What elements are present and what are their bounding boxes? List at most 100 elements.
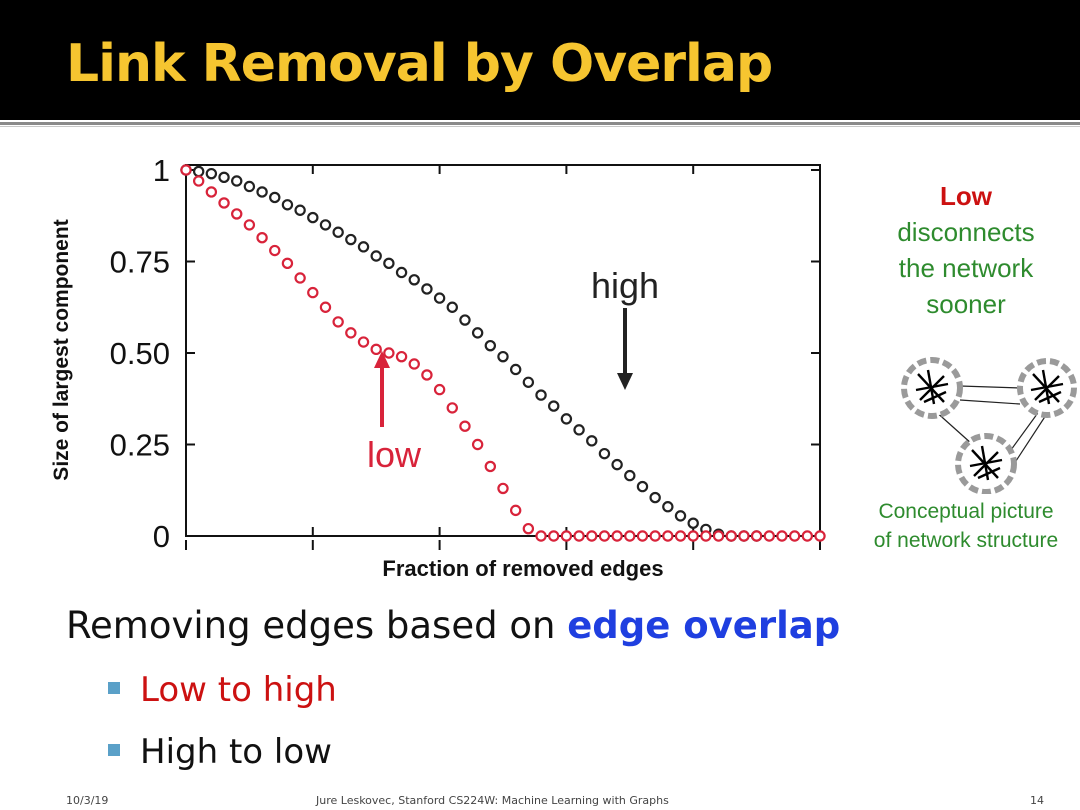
data-point-high: [636, 480, 649, 493]
data-point-high: [509, 363, 522, 376]
data-point-low: [509, 504, 522, 517]
data-point-low: [307, 286, 319, 299]
plot-frame: [185, 164, 821, 537]
y-tick-label: 0.75: [110, 245, 170, 280]
data-point-low: [814, 530, 826, 542]
data-point-low: [535, 530, 547, 542]
illustration-caption: Conceptual picture of network structure: [850, 497, 1080, 555]
data-point-low: [383, 347, 395, 359]
data-point-high: [319, 219, 332, 231]
data-point-low: [763, 530, 775, 542]
data-point-low: [776, 530, 788, 542]
slide-title: Link Removal by Overlap: [66, 34, 773, 94]
data-point-low: [712, 530, 725, 542]
title-divider: [0, 122, 1080, 125]
data-point-high: [484, 339, 497, 352]
data-point-low: [725, 530, 737, 542]
main-statement: Removing edges based on edge overlap: [66, 604, 840, 647]
footer-date: 10/3/19: [66, 794, 109, 807]
bullet-square-icon: [108, 743, 120, 756]
low-annotation-label: low: [367, 434, 422, 475]
title-divider-light: [0, 126, 1080, 127]
data-point-high: [370, 250, 382, 262]
statement-text: Removing edges based on: [66, 604, 568, 647]
y-tick-label: 0: [153, 519, 170, 554]
data-point-low: [649, 530, 661, 542]
data-point-high: [548, 400, 560, 412]
y-axis-label: Size of largest component: [50, 219, 73, 480]
side-note-line-1: disconnects: [897, 217, 1035, 247]
data-point-high: [446, 301, 458, 313]
data-point-low: [484, 460, 497, 473]
footer-credit: Jure Leskovec, Stanford CS224W: Machine …: [316, 794, 669, 807]
data-point-low: [586, 530, 598, 542]
y-axis-ticks: 0 0.25 0.50 0.75 1: [110, 153, 820, 554]
data-point-high: [459, 314, 471, 326]
data-point-high: [573, 424, 585, 436]
caption-line-1: Conceptual picture: [878, 500, 1054, 523]
bullet-square-icon: [108, 681, 120, 694]
data-point-low: [636, 530, 649, 542]
data-point-high: [560, 413, 573, 425]
data-point-low: [611, 530, 623, 542]
cluster-icon: [901, 357, 963, 419]
high-annotation-arrowhead: [617, 373, 633, 390]
data-point-high: [611, 458, 623, 471]
data-point-low: [231, 208, 243, 220]
data-point-low: [687, 530, 699, 542]
title-bar: Link Removal by Overlap: [0, 0, 1080, 120]
data-point-high: [662, 501, 674, 513]
bullet-low-to-high: Low to high: [108, 670, 337, 710]
data-point-low: [573, 530, 585, 542]
bullet-text: Low to high: [140, 670, 337, 710]
data-point-low: [446, 402, 458, 414]
data-point-low: [192, 175, 205, 187]
data-point-high: [192, 165, 205, 178]
data-point-low: [218, 197, 230, 209]
footer-page-number: 14: [1030, 794, 1044, 807]
data-point-low: [471, 438, 484, 451]
data-point-low: [548, 530, 560, 542]
data-point-low: [788, 530, 801, 542]
data-point-high: [408, 274, 420, 286]
data-point-high: [497, 350, 509, 363]
data-point-low: [395, 350, 408, 363]
data-point-high: [307, 211, 319, 224]
cluster-icon: [955, 433, 1017, 494]
data-point-high: [281, 199, 294, 211]
data-point-high: [269, 191, 281, 204]
data-point-low: [750, 530, 763, 542]
series-low: [180, 164, 826, 542]
x-axis-label: Fraction of removed edges: [382, 556, 663, 581]
data-point-high: [586, 435, 598, 447]
data-point-low: [408, 358, 420, 370]
data-point-high: [674, 510, 687, 522]
data-point-high: [231, 175, 243, 187]
data-point-low: [319, 301, 332, 313]
low-annotation-arrowhead: [374, 351, 390, 368]
data-point-high: [535, 389, 547, 401]
data-point-low: [662, 530, 674, 542]
data-point-low: [522, 522, 535, 535]
data-point-high: [205, 167, 218, 180]
data-point-low: [700, 530, 712, 542]
overlap-removal-chart: 0 0.25 0.50 0.75 1 Size of largest component…: [50, 153, 826, 581]
data-point-high: [687, 517, 699, 529]
data-point-low: [345, 327, 357, 339]
cluster-icon: [1017, 358, 1077, 418]
y-tick-label: 0.25: [110, 428, 170, 463]
data-point-low: [433, 383, 446, 396]
data-point-high: [598, 447, 611, 460]
data-point-low: [459, 420, 471, 432]
data-point-high: [649, 491, 661, 504]
data-point-high: [256, 186, 268, 198]
data-point-high: [624, 469, 636, 482]
data-point-low: [738, 530, 750, 542]
side-note-low: Low: [940, 181, 992, 211]
y-tick-label: 0.50: [110, 336, 170, 371]
data-point-high: [433, 292, 446, 304]
data-point-high: [383, 257, 395, 270]
data-point-high: [332, 226, 344, 238]
data-point-high: [218, 171, 230, 184]
data-point-low: [370, 343, 382, 356]
